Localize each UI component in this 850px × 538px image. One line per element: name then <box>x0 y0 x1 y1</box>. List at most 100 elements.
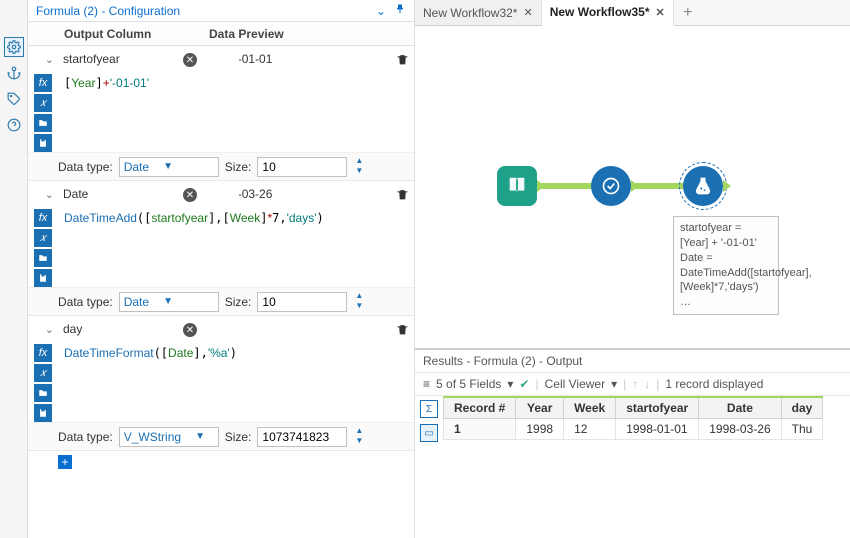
config-body: Output Column Data Preview ⌄ ✕ 1998-01-0… <box>28 22 414 538</box>
fx-icon[interactable]: fx <box>34 74 52 92</box>
save-disk-icon[interactable] <box>34 404 52 422</box>
datatype-select[interactable]: V_WString▼ <box>119 427 219 447</box>
size-down-icon[interactable]: ▼ <box>353 437 365 447</box>
chevron-down-icon[interactable]: ⌄ <box>376 4 386 18</box>
gear-icon[interactable] <box>5 38 23 56</box>
size-down-icon[interactable]: ▼ <box>353 302 365 312</box>
save-disk-icon[interactable] <box>34 269 52 287</box>
add-formula-row: + <box>28 451 414 473</box>
datatype-label: Data type: <box>58 295 113 309</box>
close-icon[interactable]: ✕ <box>656 6 665 19</box>
help-icon[interactable] <box>5 116 23 134</box>
anchor-icon[interactable] <box>5 64 23 82</box>
folder-open-icon[interactable] <box>34 384 52 402</box>
folder-open-icon[interactable] <box>34 114 52 132</box>
size-label: Size: <box>225 295 252 309</box>
grid-icon[interactable]: ▭ <box>420 424 438 442</box>
columns-header: Output Column Data Preview <box>28 22 414 46</box>
workflow-canvas[interactable]: startofyear = [Year] + '-01-01' Date = D… <box>415 26 850 348</box>
table-column-header[interactable]: Week <box>564 397 616 419</box>
config-title: Formula (2) - Configuration <box>36 4 368 18</box>
size-up-icon[interactable]: ▲ <box>353 427 365 437</box>
input-data-tool[interactable] <box>497 166 537 206</box>
output-column-input[interactable] <box>58 319 239 339</box>
cellviewer-dropdown-icon[interactable]: ▾ <box>611 377 617 391</box>
table-column-header[interactable]: day <box>781 397 823 419</box>
table-cell: Thu <box>781 419 823 440</box>
table-cell: 1 <box>444 419 516 440</box>
pin-icon[interactable] <box>394 3 406 18</box>
table-column-header[interactable]: Date <box>699 397 781 419</box>
fields-dropdown-icon[interactable]: ▾ <box>507 377 513 391</box>
trash-icon[interactable] <box>390 53 414 66</box>
collapse-icon[interactable]: ⌄ <box>45 323 54 336</box>
clear-icon[interactable]: ✕ <box>183 323 197 337</box>
tab-label: New Workflow32* <box>423 6 517 20</box>
size-up-icon[interactable]: ▲ <box>353 292 365 302</box>
size-input[interactable] <box>257 427 347 447</box>
check-icon[interactable]: ✔ <box>519 377 529 391</box>
size-input[interactable] <box>257 292 347 312</box>
expression-editor[interactable]: DateTimeAdd([startofyear],[Week]*7,'days… <box>58 207 414 287</box>
workflow-tab-strip: New Workflow32* ✕ New Workflow35* ✕ + <box>415 0 850 26</box>
results-toolbar: ≡ 5 of 5 Fields ▾ ✔ | Cell Viewer ▾ | ↑ … <box>415 373 850 396</box>
tab-label: New Workflow35* <box>550 5 650 19</box>
results-table-wrap: Record #YearWeekstartofyearDateday 11998… <box>443 396 850 538</box>
fields-count-text: 5 of 5 Fields <box>436 377 501 391</box>
tag-icon[interactable] <box>5 90 23 108</box>
formula-block: ⌄ ✕ 1998-01-01 fx 𝑥 [Year]+'-01-01' Data… <box>28 46 414 181</box>
config-header: Formula (2) - Configuration ⌄ <box>28 0 414 22</box>
close-icon[interactable]: ✕ <box>523 6 532 19</box>
size-label: Size: <box>225 430 252 444</box>
up-arrow-icon[interactable]: ↑ <box>632 377 638 391</box>
left-tool-rail <box>0 0 28 538</box>
clear-icon[interactable]: ✕ <box>183 188 197 202</box>
collapse-icon[interactable]: ⌄ <box>45 188 54 201</box>
output-column-header: Output Column <box>58 27 203 41</box>
workflow-tab[interactable]: New Workflow32* ✕ <box>415 0 542 25</box>
new-tab-button[interactable]: + <box>674 0 702 25</box>
fx-icon[interactable]: fx <box>34 209 52 227</box>
table-column-header[interactable]: Record # <box>444 397 516 419</box>
datatype-select[interactable]: Date▼ <box>119 292 219 312</box>
output-column-input[interactable] <box>58 184 239 204</box>
expression-editor[interactable]: [Year]+'-01-01' <box>58 72 414 152</box>
table-column-header[interactable]: startofyear <box>616 397 699 419</box>
datatype-select[interactable]: Date▼ <box>119 157 219 177</box>
size-down-icon[interactable]: ▼ <box>353 167 365 177</box>
right-pane: New Workflow32* ✕ New Workflow35* ✕ + start… <box>415 0 850 538</box>
x-var-icon[interactable]: 𝑥 <box>34 229 52 247</box>
datatype-label: Data type: <box>58 430 113 444</box>
cell-viewer-label: Cell Viewer <box>545 377 605 391</box>
add-formula-button[interactable]: + <box>58 455 72 469</box>
expression-editor[interactable]: DateTimeFormat([Date],'%a') <box>58 342 414 422</box>
browse-tool[interactable] <box>591 166 631 206</box>
save-disk-icon[interactable] <box>34 134 52 152</box>
data-preview-header: Data Preview <box>203 27 414 41</box>
records-displayed-text: 1 record displayed <box>665 377 763 391</box>
menu-icon[interactable]: ≡ <box>423 377 430 391</box>
trash-icon[interactable] <box>390 323 414 336</box>
output-column-input[interactable] <box>58 49 239 69</box>
size-input[interactable] <box>257 157 347 177</box>
workflow-tab[interactable]: New Workflow35* ✕ <box>542 0 674 26</box>
table-row[interactable]: 11998121998-01-011998-03-26Thu <box>444 419 823 440</box>
trash-icon[interactable] <box>390 188 414 201</box>
fx-icon[interactable]: fx <box>34 344 52 362</box>
table-cell: 12 <box>564 419 616 440</box>
size-up-icon[interactable]: ▲ <box>353 157 365 167</box>
formula-tool[interactable] <box>683 166 723 206</box>
sigma-icon[interactable]: Σ <box>420 400 438 418</box>
down-arrow-icon[interactable]: ↓ <box>644 377 650 391</box>
folder-open-icon[interactable] <box>34 249 52 267</box>
x-var-icon[interactable]: 𝑥 <box>34 94 52 112</box>
table-cell: 1998 <box>516 419 564 440</box>
tool-annotation: startofyear = [Year] + '-01-01' Date = D… <box>673 216 779 315</box>
collapse-icon[interactable]: ⌄ <box>45 53 54 66</box>
results-title: Results - Formula (2) - Output <box>415 350 850 373</box>
table-column-header[interactable]: Year <box>516 397 564 419</box>
x-var-icon[interactable]: 𝑥 <box>34 364 52 382</box>
clear-icon[interactable]: ✕ <box>183 53 197 67</box>
datatype-label: Data type: <box>58 160 113 174</box>
size-label: Size: <box>225 160 252 174</box>
